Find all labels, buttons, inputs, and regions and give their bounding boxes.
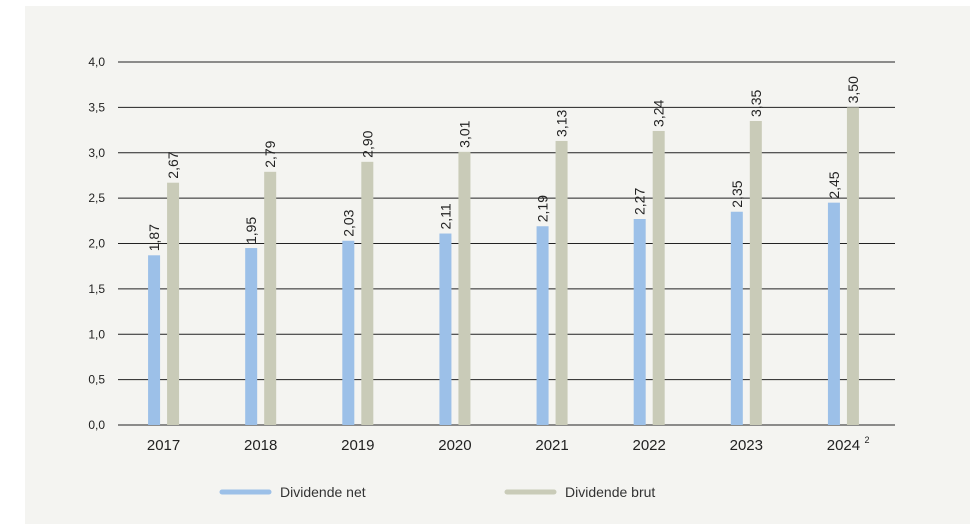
data-label: 3,01 [456,120,472,147]
bar-dividende-brut [652,130,665,425]
data-label: 2,19 [535,195,551,222]
y-tick-label: 1,0 [88,327,105,341]
bar-dividende-brut [361,161,374,425]
data-label: 1,87 [146,224,162,251]
bar-dividende-net [730,211,743,425]
y-tick-label: 2,5 [88,191,105,205]
data-label: 3,50 [845,76,861,103]
bar-dividende-net [536,226,549,425]
data-label: 2,11 [437,203,453,229]
y-tick-label: 0,5 [88,373,105,387]
x-tick-label: 2024 [827,437,860,454]
x-tick-label: 2020 [438,437,471,454]
bar-dividende-net [827,202,840,425]
legend-label-net: Dividende net [280,484,366,500]
data-label: 1,95 [243,217,259,244]
x-tick-label: 2023 [730,437,763,454]
bar-dividende-net [245,248,258,425]
data-label: 2,27 [632,188,648,215]
dividend-bar-chart: 0,0 0,5 1,0 1,5 2,0 2,5 3,0 3,5 4,0 1,87 2,67 2017 1… [88,55,895,500]
data-label: 2,45 [826,171,842,198]
bar-dividende-brut [264,171,277,425]
data-label: 2,35 [729,180,745,207]
data-label: 3,35 [748,90,764,117]
data-label: 2,03 [340,209,356,236]
y-tick-label: 3,0 [88,146,105,160]
y-tick-label: 3,5 [88,100,105,114]
y-tick-label: 1,5 [88,282,105,296]
data-label: 2,79 [262,140,278,167]
x-tick-label: 2018 [244,437,277,454]
x-tick-label: 2019 [341,437,374,454]
x-tick-label: 2021 [535,437,568,454]
legend-label-brut: Dividende brut [565,484,655,500]
bar-dividende-net [633,218,646,425]
bar-dividende-brut [846,107,859,425]
data-label: 2,67 [165,151,181,178]
data-label: 3,24 [651,100,667,127]
bar-dividende-brut [555,140,568,425]
data-label: 2,90 [359,130,375,157]
y-tick-label: 0,0 [88,418,105,432]
x-tick-label: 2022 [633,437,666,454]
bar-dividende-net [148,255,161,425]
y-tick-label: 4,0 [88,55,105,69]
chart-panel: 0,0 0,5 1,0 1,5 2,0 2,5 3,0 3,5 4,0 1,87 2,67 2017 1… [25,6,970,524]
bar-dividende-net [439,233,452,425]
x-tick-superscript: 2 [864,435,869,445]
bar-dividende-brut [749,120,762,426]
y-tick-label: 2,0 [88,237,105,251]
data-label: 3,13 [554,109,570,136]
x-tick-label: 2017 [147,437,180,454]
bar-dividende-net [342,240,355,425]
bar-dividende-brut [167,182,180,425]
bar-dividende-brut [458,151,471,425]
